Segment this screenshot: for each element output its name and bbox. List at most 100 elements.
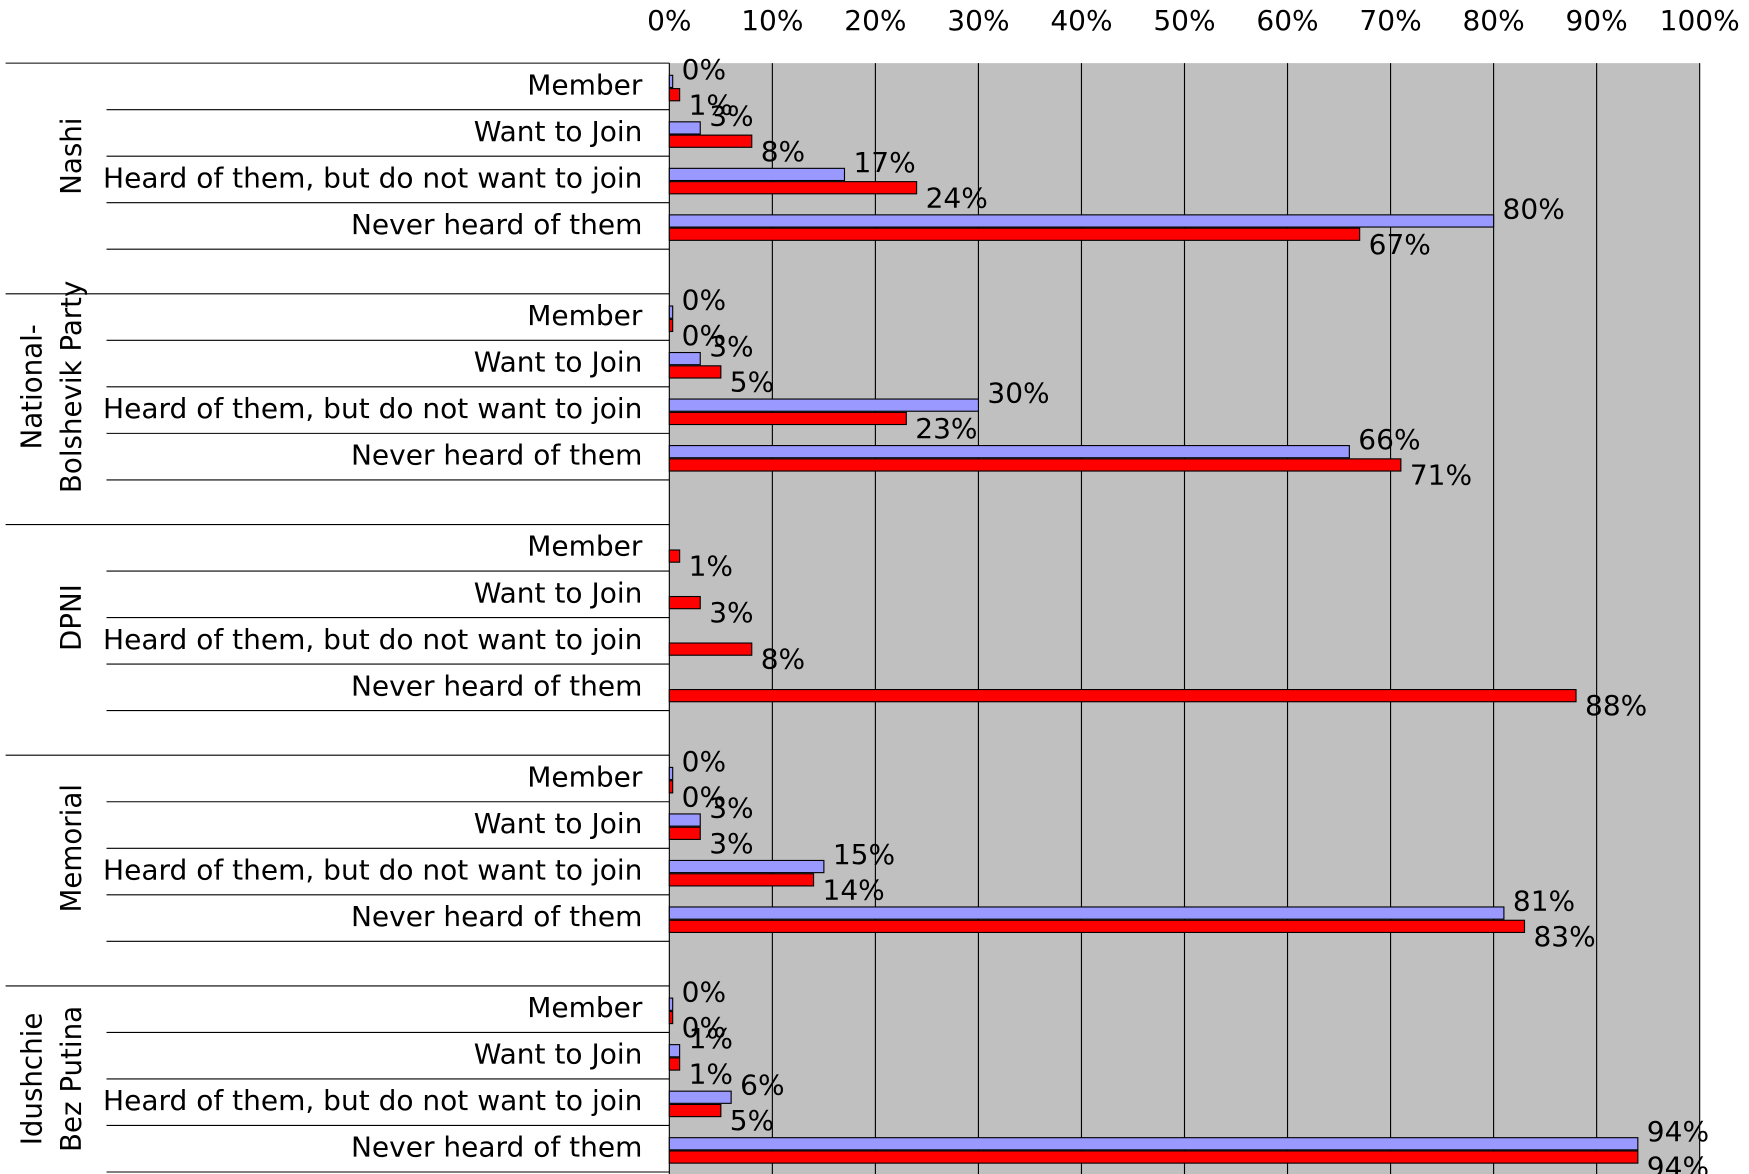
x-tick-label: 30%: [947, 4, 1009, 37]
bar: [668, 766, 674, 781]
category-label: Heard of them, but do not want to join: [103, 162, 642, 195]
bar: [668, 214, 1495, 228]
bar: [668, 1057, 681, 1071]
value-label: 1%: [689, 1022, 733, 1055]
category-label: Want to Join: [474, 807, 643, 840]
category-label: Member: [527, 991, 643, 1024]
category-label: Never heard of them: [351, 900, 642, 933]
x-tick-label: 40%: [1050, 4, 1112, 37]
value-label: 0%: [682, 1011, 726, 1044]
value-label: 94%: [1647, 1115, 1709, 1148]
group-label: Bolshevik Party: [55, 281, 88, 493]
bar: [668, 134, 753, 148]
value-label: 0%: [682, 745, 726, 778]
x-tick-label: 100%: [1660, 4, 1740, 37]
x-tick-label: 10%: [741, 4, 803, 37]
bar: [668, 365, 722, 379]
category-label: Member: [527, 68, 643, 101]
category-label: Want to Join: [474, 115, 643, 148]
bar: [668, 445, 1350, 459]
value-label: 0%: [682, 319, 726, 352]
bar: [668, 997, 674, 1011]
bar: [668, 1090, 732, 1104]
group-label: Bez Putina: [55, 1006, 88, 1152]
value-label: 5%: [730, 1104, 774, 1137]
bar: [668, 549, 681, 563]
bar: [668, 919, 1526, 933]
bar: [668, 458, 1402, 472]
category-label: Heard of them, but do not want to join: [103, 623, 642, 656]
group-label: Idushchie: [16, 1013, 49, 1146]
x-tick-label: 70%: [1359, 4, 1421, 37]
category-label: Member: [527, 761, 643, 794]
value-label: 30%: [987, 377, 1049, 410]
category-label: Want to Join: [474, 346, 643, 379]
value-label: 23%: [915, 412, 977, 445]
bar: [668, 1044, 681, 1058]
value-label: 8%: [761, 135, 805, 168]
x-tick-label: 60%: [1256, 4, 1318, 37]
bar: [668, 227, 1361, 241]
x-tick-label: 20%: [844, 4, 906, 37]
value-label: 3%: [709, 792, 753, 825]
bar: [668, 88, 681, 102]
bar: [668, 351, 701, 366]
value-label: 3%: [709, 596, 753, 629]
bar: [668, 167, 846, 182]
bar: [668, 74, 674, 89]
bar: [668, 398, 979, 412]
bar: [668, 181, 918, 195]
bar: [668, 318, 674, 333]
bar: [668, 859, 825, 874]
bar: [668, 1103, 722, 1118]
group-label: DPNI: [55, 584, 88, 651]
bar: [668, 906, 1505, 920]
bar: [668, 1150, 1639, 1164]
bar: [668, 1137, 1639, 1151]
value-label: 88%: [1585, 689, 1647, 722]
value-label: 3%: [709, 100, 753, 133]
value-label: 0%: [682, 781, 726, 814]
x-tick-label: 50%: [1153, 4, 1215, 37]
bar: [668, 826, 701, 840]
group-label: Nashi: [55, 118, 88, 195]
value-label: 15%: [833, 838, 895, 871]
value-label: 81%: [1513, 885, 1575, 918]
value-label: 17%: [853, 146, 915, 179]
value-label: 3%: [709, 827, 753, 860]
value-label: 83%: [1533, 920, 1595, 953]
category-label: Member: [527, 530, 643, 563]
category-label: Never heard of them: [351, 669, 642, 702]
value-label: 24%: [926, 181, 988, 214]
bar: [668, 642, 753, 656]
category-label: Member: [527, 299, 643, 332]
value-label: 3%: [709, 330, 753, 363]
category-label: Never heard of them: [351, 1131, 642, 1164]
value-label: 0%: [682, 284, 726, 317]
value-label: 80%: [1503, 193, 1565, 226]
value-label: 8%: [761, 643, 805, 676]
bar: [668, 121, 701, 135]
bar: [668, 813, 701, 827]
value-label: 66%: [1358, 423, 1420, 456]
group-label: National-: [16, 324, 49, 449]
value-label: 0%: [682, 53, 726, 86]
value-label: 1%: [689, 550, 733, 583]
bar: [668, 1010, 674, 1025]
bar: [668, 780, 674, 794]
category-label: Heard of them, but do not want to join: [103, 854, 642, 887]
value-label: 6%: [740, 1069, 784, 1102]
x-tick-label: 0%: [647, 4, 691, 37]
value-label: 67%: [1369, 228, 1431, 261]
value-label: 0%: [682, 976, 726, 1009]
bar: [668, 689, 1577, 703]
bar: [668, 873, 815, 887]
category-label: Want to Join: [474, 576, 643, 609]
bar: [668, 411, 907, 426]
category-label: Heard of them, but do not want to join: [103, 392, 642, 425]
value-label: 71%: [1410, 459, 1472, 492]
value-label: 1%: [689, 88, 733, 121]
category-label: Never heard of them: [351, 439, 642, 472]
value-label: 94%: [1647, 1151, 1709, 1174]
